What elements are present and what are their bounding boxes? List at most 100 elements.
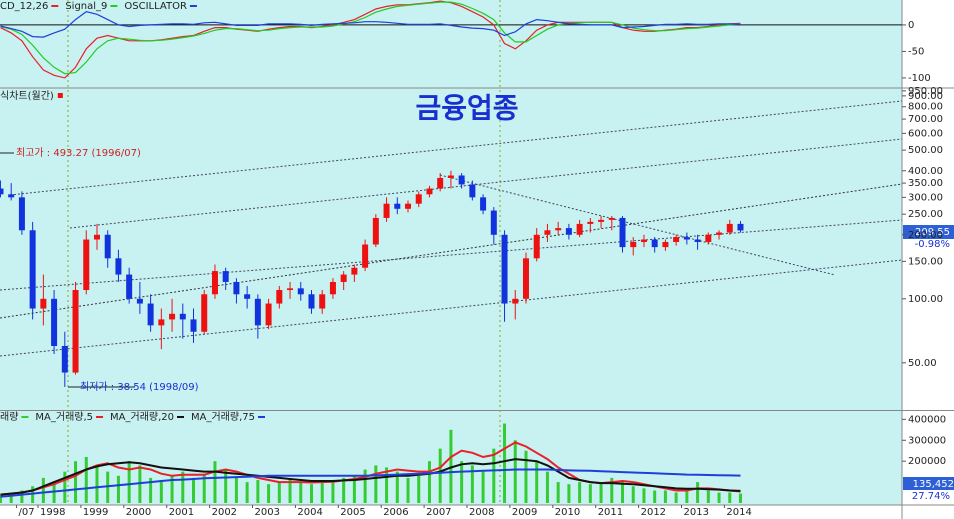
volume-bar	[267, 484, 271, 503]
panel-label: 식차트(월간)	[0, 90, 54, 102]
candle-body	[737, 223, 744, 231]
volume-bar	[159, 480, 163, 503]
volume-bar	[181, 471, 185, 503]
candle-body	[244, 294, 251, 299]
volume-bar	[610, 477, 614, 503]
candle-body	[72, 289, 79, 373]
y-tick-label: 50.00	[908, 358, 937, 369]
candle-body	[598, 219, 605, 222]
y-tick-label: 150.00	[908, 256, 943, 267]
candle-body	[51, 298, 58, 346]
candle-body	[480, 197, 487, 211]
y-tick-label: 100.00	[908, 294, 943, 305]
annotation: 최저가 : 38.54 (1998/09)	[80, 381, 199, 393]
volume-bar	[588, 484, 592, 503]
x-tick-label: 2001	[169, 507, 194, 518]
x-tick-label: 2008	[469, 507, 494, 518]
y-tick-label: -50	[908, 46, 924, 57]
candle-body	[179, 313, 186, 320]
volume-bar	[127, 461, 131, 503]
x-tick-label: 1999	[83, 507, 108, 518]
volume-bar	[63, 471, 67, 503]
candle-body	[683, 237, 690, 240]
volume-bar	[706, 490, 710, 503]
panel	[0, 0, 902, 79]
x-tick-label: 2013	[684, 507, 709, 518]
price-tag	[903, 225, 954, 239]
volume-bar	[503, 423, 507, 503]
candle-body	[544, 230, 551, 235]
x-tick-label: 2011	[598, 507, 623, 518]
candle-body	[136, 298, 143, 304]
volume-bar	[52, 482, 56, 503]
candle-body	[705, 234, 712, 242]
candle-body	[8, 194, 15, 198]
candle-body	[329, 281, 336, 295]
line-series	[0, 11, 741, 38]
candle-body	[276, 289, 283, 304]
volume-tag	[903, 477, 954, 490]
legend-label: Signal_9	[65, 1, 107, 12]
volume-bar	[138, 465, 142, 503]
plot-background	[0, 0, 902, 505]
candle-body	[29, 230, 36, 309]
candle-body	[115, 258, 122, 275]
x-tick-label: 2006	[383, 507, 408, 518]
volume-bar	[567, 484, 571, 503]
y-tick-label: 0	[908, 20, 914, 31]
x-axis-background	[0, 505, 954, 519]
x-tick-label: 2012	[641, 507, 666, 518]
candle-body	[415, 194, 422, 204]
x-tick-label: 2010	[555, 507, 580, 518]
candle-body	[673, 237, 680, 242]
candle-body	[394, 203, 401, 209]
ma-line	[0, 458, 741, 496]
candle-body	[265, 303, 272, 326]
volume-bar	[331, 480, 335, 503]
trend-line	[69, 138, 902, 229]
candle-body	[18, 197, 25, 231]
x-tick-label: 2002	[212, 507, 237, 518]
x-tick-label: 2007	[426, 507, 451, 518]
y-tick-label: 200000	[908, 456, 946, 467]
candle-body	[608, 217, 615, 220]
candle-body	[83, 239, 90, 290]
volume-bar	[642, 488, 646, 503]
trend-line	[0, 259, 902, 357]
candle-body	[372, 217, 379, 245]
volume-bar	[685, 488, 689, 503]
candle-body	[716, 232, 723, 235]
volume-bar	[9, 492, 13, 503]
volume-bar	[631, 486, 635, 503]
volume-bar	[234, 477, 238, 503]
candle-body	[630, 241, 637, 248]
volume-bar	[170, 475, 174, 503]
volume-bar	[84, 457, 88, 503]
change: -0.98%	[915, 239, 950, 250]
volume-bar	[449, 429, 453, 503]
volume-bar	[470, 465, 474, 503]
volume-bar	[95, 465, 99, 503]
volume-bar	[524, 450, 528, 503]
last-volume: 135,452	[913, 479, 954, 490]
legend-label: 래량	[0, 411, 18, 423]
candle-body	[447, 175, 454, 178]
annotation: 최고가 : 493.27 (1996/07)	[16, 147, 141, 159]
candle-body	[308, 294, 315, 309]
volume-bar	[738, 493, 742, 503]
candle-body	[469, 184, 476, 198]
candle-body	[254, 298, 261, 326]
candle-body	[576, 223, 583, 235]
candle-body	[351, 267, 358, 275]
candle-body	[222, 271, 229, 282]
volume-bar	[395, 471, 399, 503]
y-tick-label: 400.00	[908, 166, 943, 177]
y-tick-label: 200.00	[908, 230, 943, 241]
volume-bar	[621, 480, 625, 503]
candle-body	[651, 239, 658, 248]
candle-body	[340, 274, 347, 282]
axis-background	[902, 0, 954, 519]
volume-bar	[578, 482, 582, 503]
